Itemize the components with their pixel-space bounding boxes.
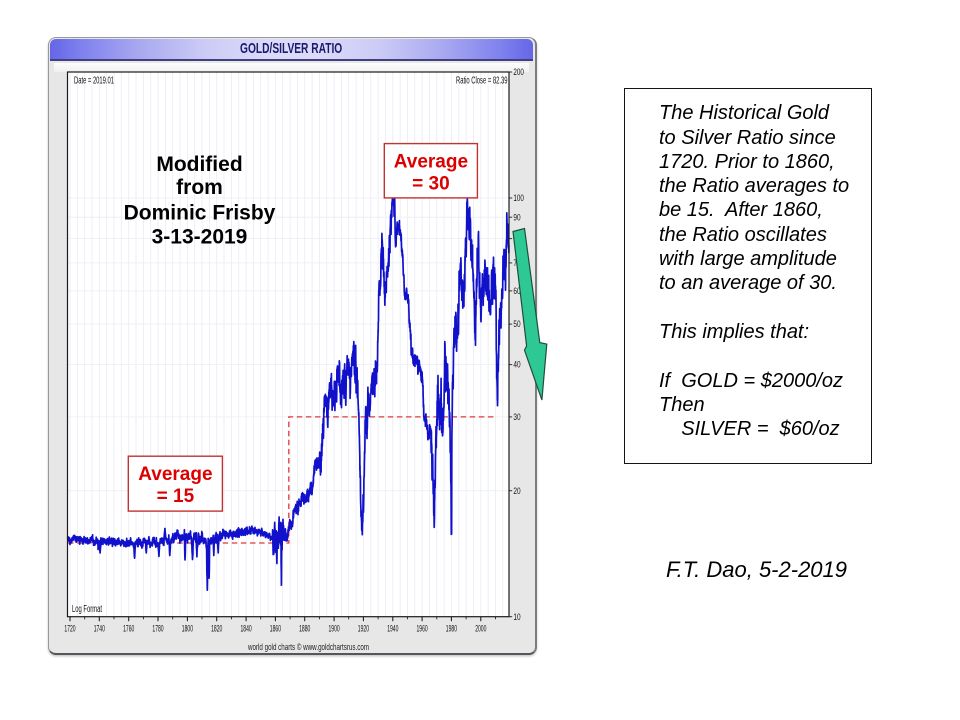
svg-text:1880: 1880	[299, 623, 310, 633]
svg-text:1820: 1820	[211, 623, 222, 633]
svg-text:Date = 2019.01: Date = 2019.01	[74, 76, 114, 87]
svg-text:= 15: = 15	[157, 486, 195, 507]
svg-text:200: 200	[513, 67, 524, 77]
svg-text:Average: Average	[394, 152, 468, 173]
svg-text:2000: 2000	[475, 623, 486, 633]
svg-text:1920: 1920	[358, 623, 369, 633]
svg-text:100: 100	[513, 193, 524, 203]
svg-text:1800: 1800	[182, 623, 193, 633]
svg-text:1760: 1760	[123, 623, 134, 633]
svg-text:1780: 1780	[152, 623, 163, 633]
svg-text:90: 90	[513, 212, 520, 222]
svg-text:Ratio Close = 82.39: Ratio Close = 82.39	[456, 76, 508, 87]
svg-text:Log Format: Log Format	[72, 604, 102, 615]
svg-text:Modified: Modified	[156, 153, 242, 176]
svg-text:1720: 1720	[64, 623, 75, 633]
svg-text:1940: 1940	[387, 623, 398, 633]
svg-text:50: 50	[513, 319, 520, 329]
svg-text:3-13-2019: 3-13-2019	[152, 226, 248, 249]
svg-text:40: 40	[513, 360, 520, 370]
svg-text:10: 10	[513, 612, 520, 622]
svg-text:1980: 1980	[446, 623, 457, 633]
svg-text:Average: Average	[138, 464, 212, 485]
svg-text:1740: 1740	[94, 623, 105, 633]
svg-text:= 30: = 30	[412, 173, 450, 194]
svg-text:1840: 1840	[241, 623, 252, 633]
svg-text:20: 20	[513, 486, 520, 496]
svg-text:30: 30	[513, 412, 520, 422]
svg-text:1960: 1960	[417, 623, 428, 633]
svg-text:1860: 1860	[270, 623, 281, 633]
svg-text:1900: 1900	[329, 623, 340, 633]
svg-text:Dominic Frisby: Dominic Frisby	[124, 202, 276, 225]
svg-text:world gold charts © www.goldch: world gold charts © www.goldchartsrus.co…	[247, 642, 369, 653]
svg-text:60: 60	[513, 286, 520, 296]
svg-text:from: from	[176, 176, 223, 199]
